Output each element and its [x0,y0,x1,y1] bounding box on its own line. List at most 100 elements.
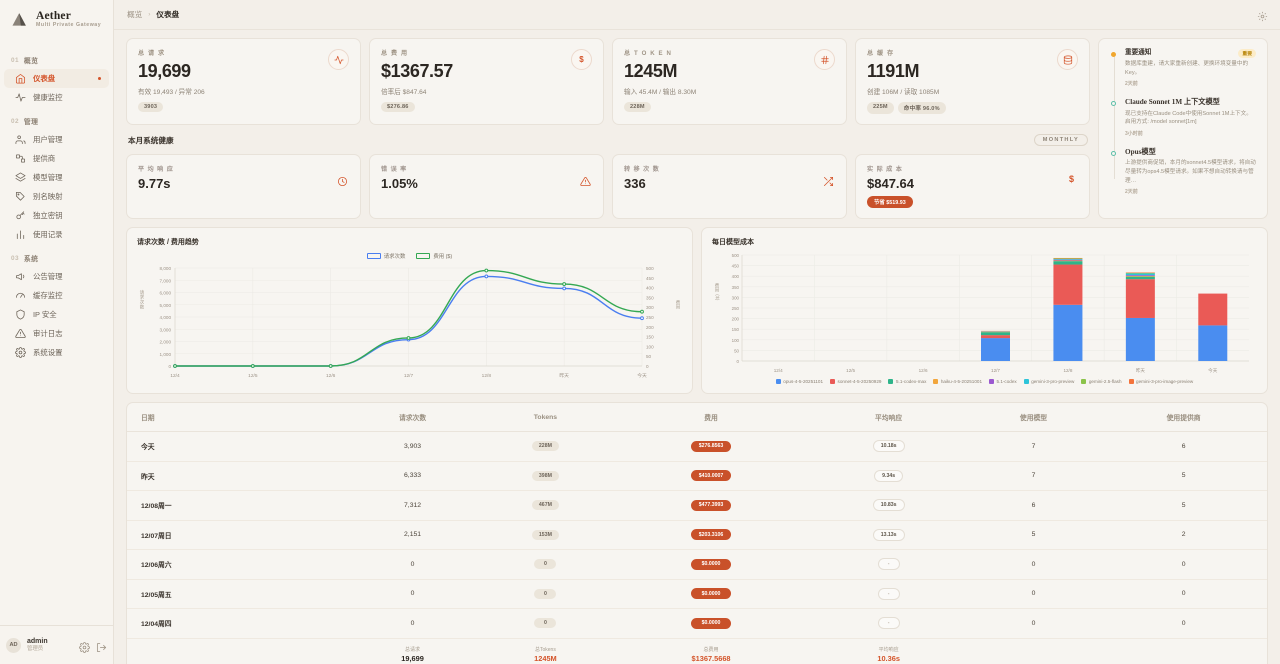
table-row[interactable]: 12/04周四 0 0 $0.0000-0 0 [127,608,1267,639]
notification-body: 上游提供商促销，本月的sonnet4.5模型请求，将自动尽量转为ops4.5模型… [1125,160,1256,184]
sidebar-item-label: 审计日志 [33,329,63,338]
svg-text:12/5: 12/5 [846,368,855,373]
cell-cost: $0.0000 [611,579,811,609]
health-label: 转 移 次 数 [624,166,660,173]
sidebar-item-3-4[interactable]: 审计日志 [4,324,109,343]
svg-text:150: 150 [646,335,654,340]
cell-response: 10.83s [810,490,967,521]
sidebar-item-2-2[interactable]: 提供商 [4,149,109,168]
bar-legend-swatch [830,379,836,384]
table-row[interactable]: 12/08周一 7,312 467M $477.3993 10.83s 6 5 [127,490,1267,521]
alert-triangle-icon [580,174,591,187]
breadcrumb-root[interactable]: 概览 [127,10,143,19]
bar-legend-item-2[interactable]: sonnet-4-5-20250929 [830,379,881,384]
bar-chart-icon [15,229,26,240]
period-badge[interactable]: MONTHLY [1033,134,1088,146]
response-chip: - [877,617,900,630]
notification-item-3[interactable]: Opus模型 上游提供商促销，本月的sonnet4.5模型请求，将自动尽量转为op… [1110,148,1256,195]
stat-card-2: 总 费 用 $1367.57 倍率后 $847.64 $276.86 $ [369,38,604,125]
svg-text:350: 350 [732,285,740,290]
sidebar-item-label: 模型管理 [33,173,63,182]
cost-chip: $0.0000 [691,588,732,600]
table-column-header-1: 日期 [127,403,346,432]
sidebar-item-2-3[interactable]: 模型管理 [4,168,109,187]
table-row[interactable]: 今天 3,903 228M $276.8563 10.18s 7 6 [127,431,1267,462]
sidebar-item-3-1[interactable]: 公告管理 [4,267,109,286]
sidebar-group-label: 01 概览 [0,46,113,69]
notification-list: 重要通知 重要 数据库重建，请大家重新创建、更换环境变量中的Key。 2天前 Claud… [1110,49,1256,195]
table-row[interactable]: 12/06周六 0 0 $0.0000-0 0 [127,549,1267,580]
sidebar-item-3-2[interactable]: 缓存监控 [4,286,109,305]
svg-text:12/8: 12/8 [1063,368,1072,373]
table-footer-cell-2: 总Tokens 1245M [479,638,611,664]
svg-text:1,000: 1,000 [160,352,172,357]
bar-legend-item-4[interactable]: haiku-4-5-20251001 [933,379,982,384]
settings-sliders-icon[interactable] [1257,9,1268,22]
stat-card-4: 总 缓 存 1191M 创建 106M / 读取 1085M 225M 命中率 96.0… [855,38,1090,125]
sidebar-item-3-3[interactable]: IP 安全 [4,305,109,324]
brand[interactable]: Aether Multi Private Gateway [0,0,113,38]
sidebar-item-1-1[interactable]: 仪表盘 [4,69,109,88]
table-row[interactable]: 12/05周五 0 0 $0.0000-0 0 [127,579,1267,609]
legend-item-1[interactable]: 请求次数 [366,252,405,260]
sidebar-item-2-5[interactable]: 独立密钥 [4,206,109,225]
bar-legend-label: gemini-2.5-flash [1088,379,1122,384]
megaphone-icon [15,271,26,282]
sidebar-group-title: 管理 [23,119,39,126]
cell-providers: 0 [1100,549,1267,580]
legend-item-2[interactable]: 费用 ($) [416,252,452,260]
user-role: 管理员 [27,645,44,652]
notification-item-2[interactable]: Claude Sonnet 1M 上下文模型 现已支持在Claude Code中使… [1110,98,1256,137]
sidebar-item-2-6[interactable]: 使用记录 [4,225,109,244]
bar-legend-swatch [888,379,894,384]
cell-cost: $203.3106 [611,520,811,550]
sidebar-item-1-2[interactable]: 健康监控 [4,88,109,107]
legend-swatch [366,253,381,259]
cell-requests: 2,151 [345,520,480,550]
cell-requests: 7,312 [345,490,480,521]
mountain-logo-icon [10,9,30,29]
svg-text:350: 350 [646,295,654,300]
stat-subtext: 输入 45.4M / 输出 8.30M [624,89,697,96]
sidebar-item-3-5[interactable]: 系统设置 [4,343,109,362]
bar-legend-item-6[interactable]: gemini-3-pro-preview [1023,379,1074,384]
bar-legend-item-7[interactable]: gemini-2.5-flash [1081,379,1122,384]
pulse-icon [15,92,26,103]
logout-icon[interactable] [96,640,107,652]
table-row[interactable]: 昨天 6,333 398M $410.0007 9.34s 7 5 [127,461,1267,491]
sidebar-item-2-4[interactable]: 别名映射 [4,187,109,206]
cell-response: 13.13s [810,520,967,550]
table-row[interactable]: 12/07周日 2,151 153M $203.3106 13.13s 5 2 [127,520,1267,550]
gear-icon[interactable] [79,640,90,653]
brand-tagline: Multi Private Gateway [36,21,102,28]
sidebar-item-2-1[interactable]: 用户管理 [4,130,109,149]
bar-legend-item-8[interactable]: gemini-3-pro-image-preview [1128,379,1193,384]
cell-date: 12/07周日 [127,520,346,550]
svg-text:6,000: 6,000 [160,291,172,296]
table-column-header-5: 平均响应 [810,403,967,432]
health-value: 1.05% [381,176,418,191]
svg-text:200: 200 [732,317,740,322]
bar-legend-item-5[interactable]: 5.1-codex [989,379,1017,384]
hash-icon [814,49,835,70]
breadcrumb-current: 仪表盘 [156,10,180,19]
response-chip: 10.18s [872,440,905,453]
notification-item-1[interactable]: 重要通知 重要 数据库重建，请大家重新创建、更换环境变量中的Key。 2天前 [1110,49,1256,87]
sidebar-group-title: 系统 [23,256,39,263]
cell-date: 12/05周五 [127,579,346,609]
svg-text:450: 450 [732,264,740,269]
line-chart-plot: 请求次数 费用 0 1,000 2,000 3,000 4,000 5,000 6,000 7,0… [137,262,682,380]
cell-response: 9.34s [810,461,967,491]
sidebar-item-label: 别名映射 [33,192,63,201]
svg-text:12/7: 12/7 [991,368,1000,373]
notification-time: 2天前 [1125,189,1138,196]
tokens-chip: 0 [534,559,557,570]
bar-legend-item-1[interactable]: opus-4-5-20251101 [775,379,823,384]
active-indicator-dot [98,77,101,80]
dashboard-content: 总 请 求 19,699 有效 19,493 / 异常 206 3903 总 费 用 $1… [114,30,1280,664]
breadcrumb-separator: › [148,11,151,18]
bar-legend-item-3[interactable]: 5.1-codex-max [888,379,926,384]
shuffle-icon [823,174,834,187]
cell-tokens: 398M [479,461,612,491]
